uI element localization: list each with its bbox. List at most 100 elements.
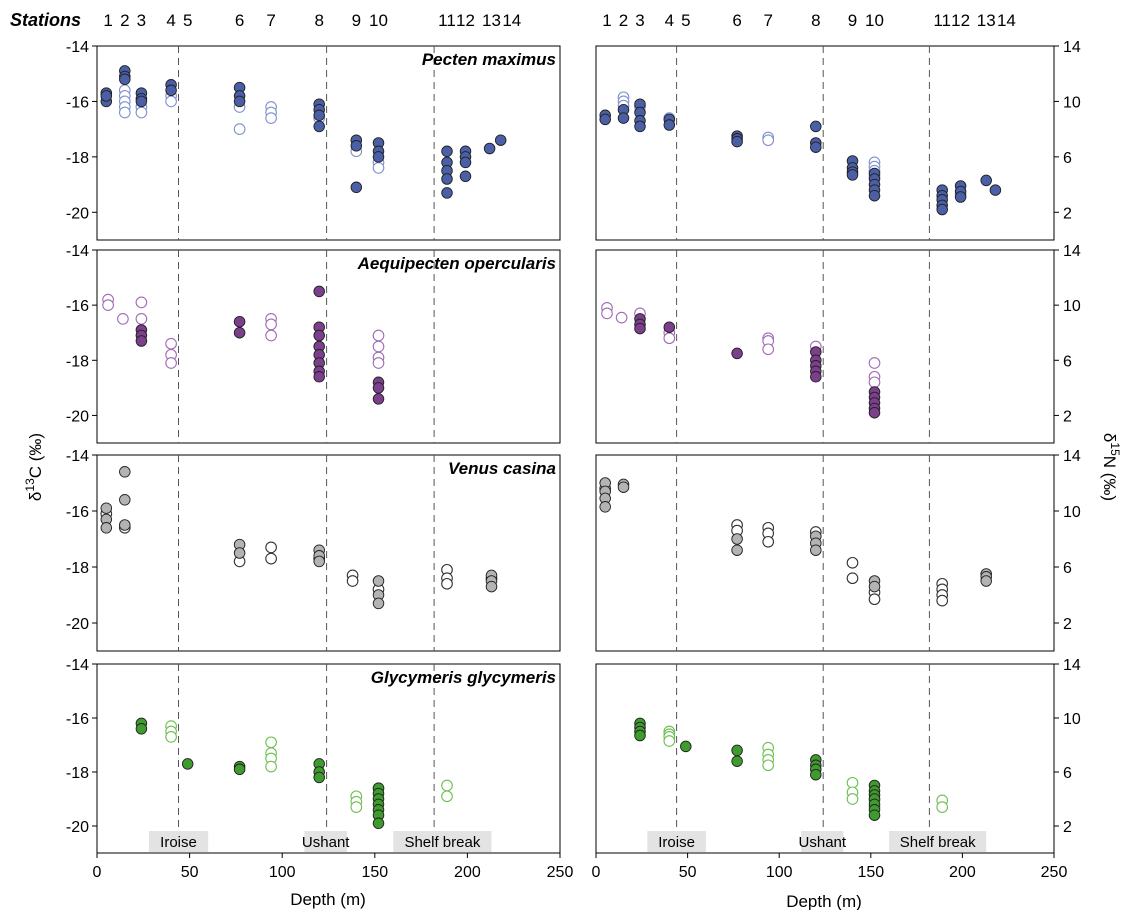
data-point-filled <box>233 763 246 776</box>
data-point-filled <box>634 729 646 742</box>
data-point-open <box>372 357 385 369</box>
y-tick-label: 14 <box>1063 448 1081 465</box>
station-label-7: 7 <box>763 11 772 30</box>
data-point-open <box>372 340 385 353</box>
data-point-filled <box>441 173 453 185</box>
data-point-open <box>441 790 453 803</box>
data-point-filled <box>233 315 246 328</box>
data-point-filled <box>989 184 1002 196</box>
data-point-open <box>265 552 277 565</box>
y-tick-label: 2 <box>1063 616 1072 633</box>
x-tick-label: 200 <box>949 864 976 881</box>
station-label-10: 10 <box>369 11 388 30</box>
yaxis-left-title: δ13C (‰) <box>23 433 45 501</box>
data-point-filled <box>313 329 325 342</box>
region-label-1: Iroise <box>658 834 695 851</box>
station-label-11: 11 <box>933 11 951 30</box>
data-point-open <box>868 357 881 369</box>
data-point-filled <box>135 95 148 108</box>
y-tick-label: -14 <box>66 243 89 260</box>
y-tick-label: 14 <box>1063 39 1081 56</box>
data-point-open <box>762 343 775 356</box>
data-point-filled <box>599 501 611 513</box>
y-tick-label: -14 <box>66 448 89 465</box>
data-point-filled <box>868 189 881 202</box>
data-point-open <box>350 801 363 813</box>
x-tick-label: 200 <box>454 864 481 881</box>
data-point-filled <box>731 347 743 360</box>
region-box-1 <box>647 831 706 852</box>
station-label-6: 6 <box>732 11 741 30</box>
data-point-filled <box>350 181 363 194</box>
data-point-filled <box>181 758 194 770</box>
panel-frame <box>595 663 1055 854</box>
x-tick-label: 0 <box>93 864 102 881</box>
y-tick-label: 6 <box>1063 560 1072 577</box>
data-point-filled <box>810 141 822 153</box>
species-label: Pecten maximus <box>422 50 556 69</box>
station-label-13: 13 <box>482 11 501 30</box>
data-point-open <box>265 318 277 331</box>
xaxis-title-right: Depth (m) <box>786 892 862 910</box>
data-point-open <box>233 123 246 135</box>
data-point-filled <box>731 755 743 767</box>
data-point-filled <box>599 113 611 126</box>
y-tick-label: 10 <box>1063 711 1081 728</box>
station-label-12: 12 <box>456 11 475 30</box>
data-point-filled <box>119 73 131 86</box>
data-point-open <box>265 541 277 554</box>
data-point-filled <box>100 522 113 534</box>
station-label-9: 9 <box>848 11 857 30</box>
data-point-open <box>441 577 453 590</box>
station-label-1: 1 <box>602 11 611 30</box>
data-point-open <box>663 332 676 345</box>
data-point-open <box>936 594 949 607</box>
station-label-3: 3 <box>137 11 146 30</box>
panel-frame <box>595 45 1055 241</box>
data-point-filled <box>936 203 948 216</box>
data-point-filled <box>233 326 246 339</box>
data-point-open <box>615 311 628 324</box>
y-tick-label: -16 <box>66 94 89 111</box>
data-point-open <box>601 307 613 320</box>
panel-frame <box>96 249 561 444</box>
data-point-filled <box>313 771 325 784</box>
region-label-2: Ushant <box>302 834 350 851</box>
y-tick-label: -16 <box>66 298 89 315</box>
y-tick-label: 14 <box>1063 657 1081 674</box>
data-point-filled <box>459 156 472 169</box>
data-point-open <box>663 735 676 747</box>
data-point-filled <box>135 723 148 735</box>
data-point-filled <box>634 120 646 133</box>
data-point-filled <box>372 575 385 587</box>
yaxis-right-title: δ15N (‰) <box>1100 433 1121 501</box>
data-point-filled <box>810 544 822 556</box>
panel-glycymeris-glycymeris-n15: 14 10 6 2 Iroise Ushant Shelf break 0 50 100 150 20… <box>592 657 1081 881</box>
data-point-filled <box>313 109 325 122</box>
station-label-10: 10 <box>865 11 884 30</box>
y-tick-label: -20 <box>66 616 89 633</box>
data-point-open <box>265 112 277 124</box>
data-point-filled <box>441 187 453 199</box>
y-tick-label: 6 <box>1063 150 1072 167</box>
station-label-3: 3 <box>635 11 644 30</box>
data-point-open <box>868 593 881 606</box>
data-point-open <box>846 572 859 585</box>
data-point-open <box>441 779 453 792</box>
region-box-2 <box>304 831 347 852</box>
data-point-filled <box>731 533 743 545</box>
panel-venus-casina-c13: -14 -16 -18 -20 Venus casina <box>66 448 561 652</box>
region-label-2: Ushant <box>799 834 847 851</box>
station-label-2: 2 <box>619 11 628 30</box>
data-point-filled <box>868 580 881 593</box>
data-point-filled <box>810 120 822 133</box>
data-point-filled <box>372 151 385 163</box>
x-tick-label: 100 <box>269 864 296 881</box>
data-point-filled <box>617 112 630 124</box>
data-point-filled <box>731 544 743 556</box>
data-point-filled <box>100 90 113 102</box>
y-tick-label: -20 <box>66 408 89 425</box>
data-point-open <box>936 801 949 813</box>
panel-glycymeris-glycymeris-c13: -14 -16 -18 -20 Glycymeris glycymeris Iroise U… <box>66 657 574 881</box>
